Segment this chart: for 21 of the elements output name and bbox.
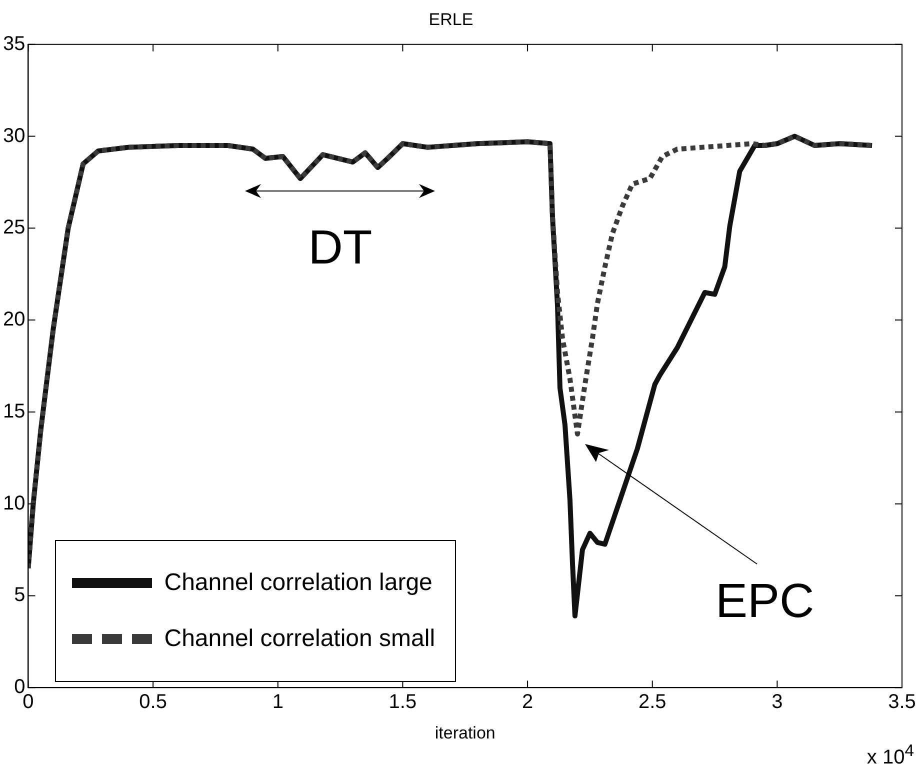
x-tick-label: 2 [522, 691, 534, 714]
y-tick-label: 35 [2, 32, 26, 55]
legend-label: Channel correlation small [164, 624, 436, 653]
y-tick-label: 30 [2, 124, 26, 147]
legend-label: Channel correlation large [164, 568, 432, 597]
chart-title: ERLE [428, 10, 474, 29]
y-tick-label: 20 [2, 308, 26, 331]
y-tick-label: 5 [14, 584, 26, 606]
x-tick-label: 3.5 [888, 691, 916, 714]
x-axis-title: iteration [434, 723, 496, 742]
x-tick-label: 0.5 [139, 691, 167, 714]
text: x 10$^{4}$ [866, 741, 914, 770]
x-tick-label: 3 [772, 691, 783, 714]
y-tick-label: 15 [2, 400, 26, 422]
annotation: EPC [715, 575, 814, 628]
annotation: DT [308, 221, 372, 274]
y-tick-label: 10 [2, 492, 26, 514]
x-tick-label: 2.5 [638, 691, 666, 714]
x-tick-label: 1.5 [388, 691, 417, 714]
y-tick-label: 25 [2, 216, 26, 239]
x-tick-label: 1 [272, 691, 284, 714]
